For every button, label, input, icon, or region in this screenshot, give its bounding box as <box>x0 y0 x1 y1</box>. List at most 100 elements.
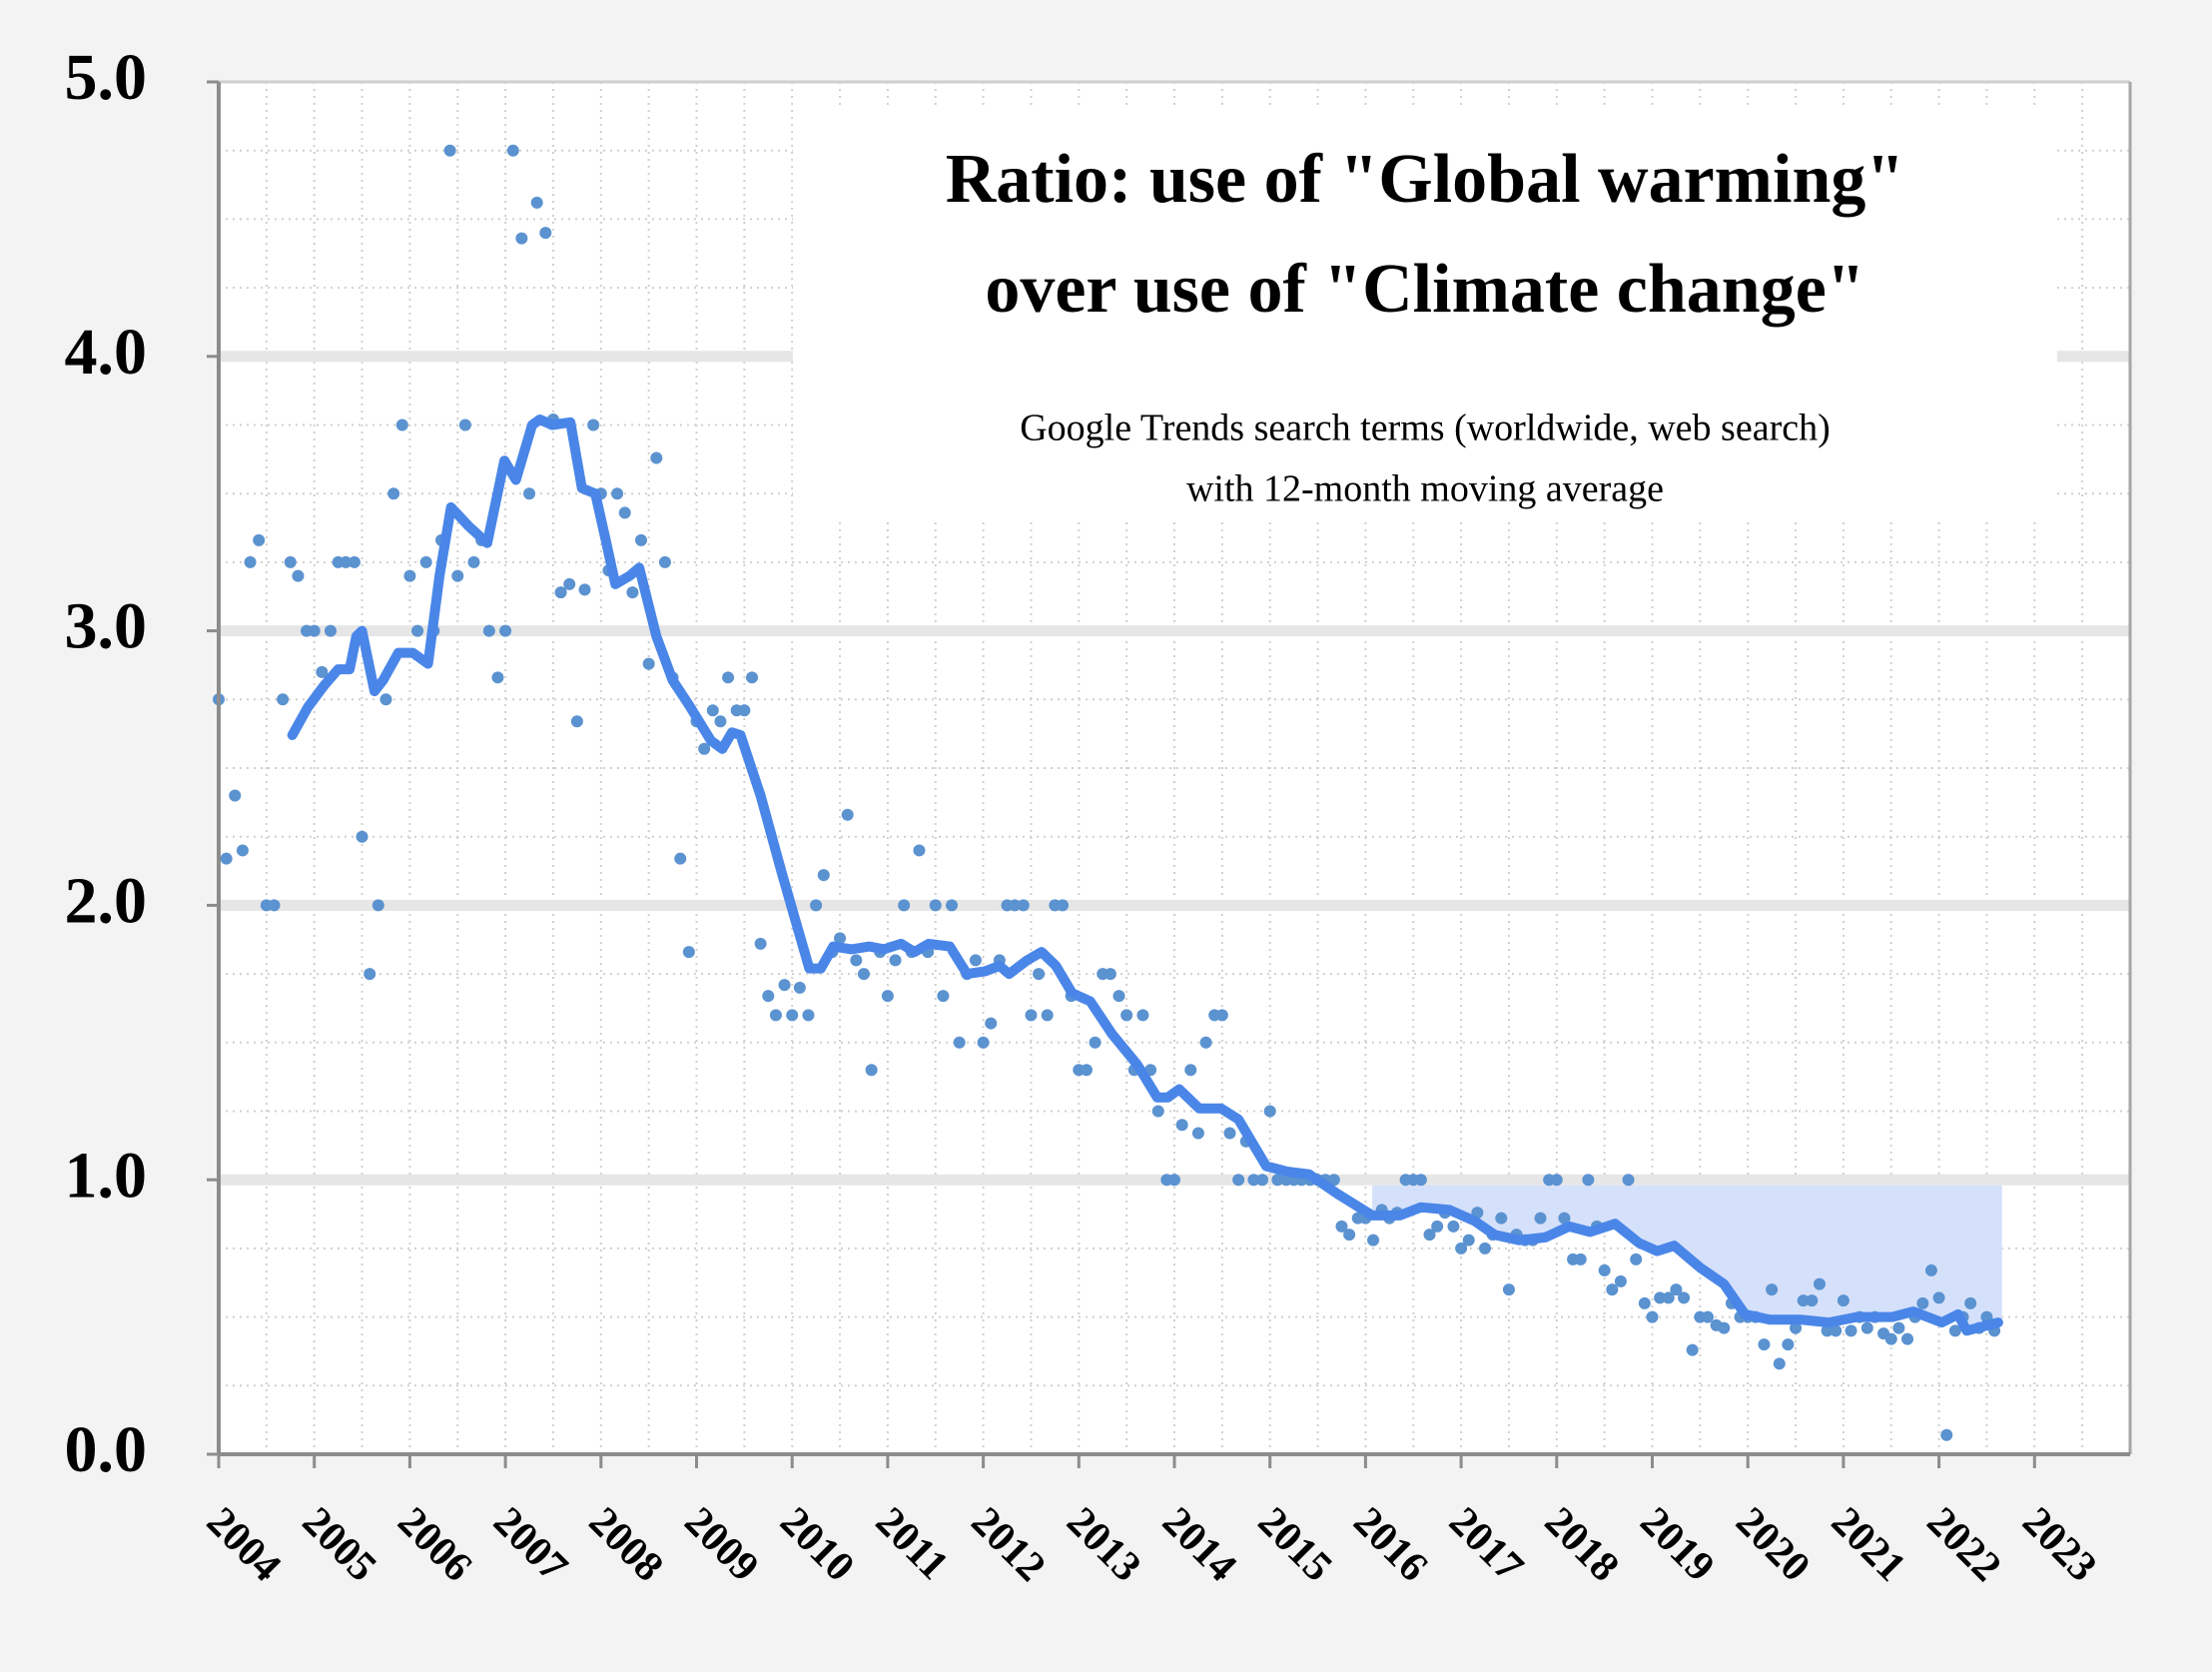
data-point <box>277 693 290 706</box>
data-point <box>268 899 281 912</box>
data-point <box>1041 1009 1054 1022</box>
data-point <box>817 869 830 882</box>
x-tick-label: 2009 <box>675 1499 767 1591</box>
data-point <box>1263 1105 1276 1118</box>
data-point <box>834 932 847 945</box>
data-point <box>1017 899 1030 912</box>
chart-title: Ratio: use of "Global warming" <box>946 141 1904 218</box>
data-point <box>515 232 528 245</box>
data-point <box>698 742 711 755</box>
x-tick-label: 2018 <box>1536 1499 1628 1591</box>
data-point <box>364 968 376 981</box>
data-point <box>1686 1343 1699 1356</box>
x-tick-label: 2010 <box>771 1499 863 1591</box>
data-point <box>308 624 321 637</box>
data-point <box>570 715 583 728</box>
data-point <box>746 671 759 684</box>
data-point <box>898 899 911 912</box>
data-point <box>403 569 416 582</box>
data-point <box>738 704 751 717</box>
data-point <box>1638 1296 1651 1309</box>
data-point <box>714 715 727 728</box>
data-point <box>1534 1212 1547 1225</box>
data-point <box>284 555 297 568</box>
data-point <box>929 899 942 912</box>
data-point <box>1916 1296 1929 1309</box>
chart-title: over use of "Climate change" <box>985 251 1864 328</box>
y-tick-label: 5.0 <box>65 41 148 114</box>
y-tick-label: 2.0 <box>65 865 148 938</box>
data-point <box>985 1017 998 1030</box>
data-point <box>1215 1009 1228 1022</box>
y-tick-label: 4.0 <box>65 316 148 389</box>
data-point <box>467 555 480 568</box>
data-point <box>1678 1291 1691 1304</box>
x-tick-label: 2005 <box>294 1499 385 1591</box>
data-point <box>1462 1234 1475 1247</box>
data-point <box>1614 1274 1627 1287</box>
data-point <box>1718 1321 1731 1334</box>
data-point <box>1184 1064 1197 1077</box>
data-point <box>969 954 982 967</box>
data-point <box>642 657 655 670</box>
data-point <box>1860 1321 1873 1334</box>
data-point <box>889 954 902 967</box>
chart-subtitle: Google Trends search terms (worldwide, w… <box>1020 408 1831 449</box>
data-point <box>1821 1324 1834 1337</box>
y-tick-label: 3.0 <box>65 590 148 663</box>
x-tick-label: 2004 <box>198 1499 290 1591</box>
chart-subtitle: with 12-month moving average <box>1186 468 1664 510</box>
data-layer <box>213 144 2003 1441</box>
data-point <box>611 487 624 500</box>
data-point <box>1932 1291 1945 1304</box>
data-point <box>451 569 464 582</box>
x-tick-label: 2021 <box>1823 1499 1914 1591</box>
data-point <box>682 946 695 959</box>
data-point <box>1806 1294 1819 1307</box>
data-point <box>499 624 512 637</box>
data-point <box>1191 1127 1204 1140</box>
data-point <box>1367 1234 1380 1247</box>
data-point <box>491 671 504 684</box>
data-point <box>1550 1174 1563 1187</box>
data-point <box>1901 1332 1914 1345</box>
data-point <box>1447 1220 1460 1233</box>
data-point <box>1662 1291 1675 1304</box>
data-point <box>587 418 600 431</box>
shade-layer <box>1372 1185 2002 1331</box>
data-point <box>395 418 408 431</box>
data-point <box>1104 968 1116 981</box>
data-point <box>1343 1229 1356 1242</box>
data-point <box>1622 1174 1635 1187</box>
data-point <box>1948 1324 1961 1337</box>
y-tick-label: 0.0 <box>65 1413 148 1486</box>
data-point <box>1256 1174 1269 1187</box>
data-point <box>953 1036 966 1049</box>
data-point <box>379 693 392 706</box>
data-point <box>1844 1324 1857 1337</box>
data-point <box>1112 990 1125 1003</box>
x-tick-label: 2014 <box>1153 1499 1245 1591</box>
data-point <box>626 586 639 599</box>
data-point <box>977 1036 990 1049</box>
data-point <box>356 830 369 843</box>
data-point <box>1423 1229 1436 1242</box>
data-point <box>1582 1174 1595 1187</box>
data-point <box>1924 1263 1937 1276</box>
data-point <box>802 1009 815 1022</box>
title-background <box>793 106 2057 522</box>
data-point <box>1495 1212 1508 1225</box>
data-point <box>857 968 870 981</box>
moving-average-line <box>287 415 2003 1336</box>
data-point <box>1892 1321 1905 1334</box>
data-point <box>1670 1283 1683 1296</box>
data-point <box>1271 1174 1284 1187</box>
x-tick-label: 2019 <box>1631 1499 1723 1591</box>
data-point <box>618 506 631 519</box>
data-point <box>1414 1174 1427 1187</box>
data-point <box>706 704 719 717</box>
data-point <box>340 555 353 568</box>
data-point <box>946 899 959 912</box>
data-point <box>1057 899 1070 912</box>
